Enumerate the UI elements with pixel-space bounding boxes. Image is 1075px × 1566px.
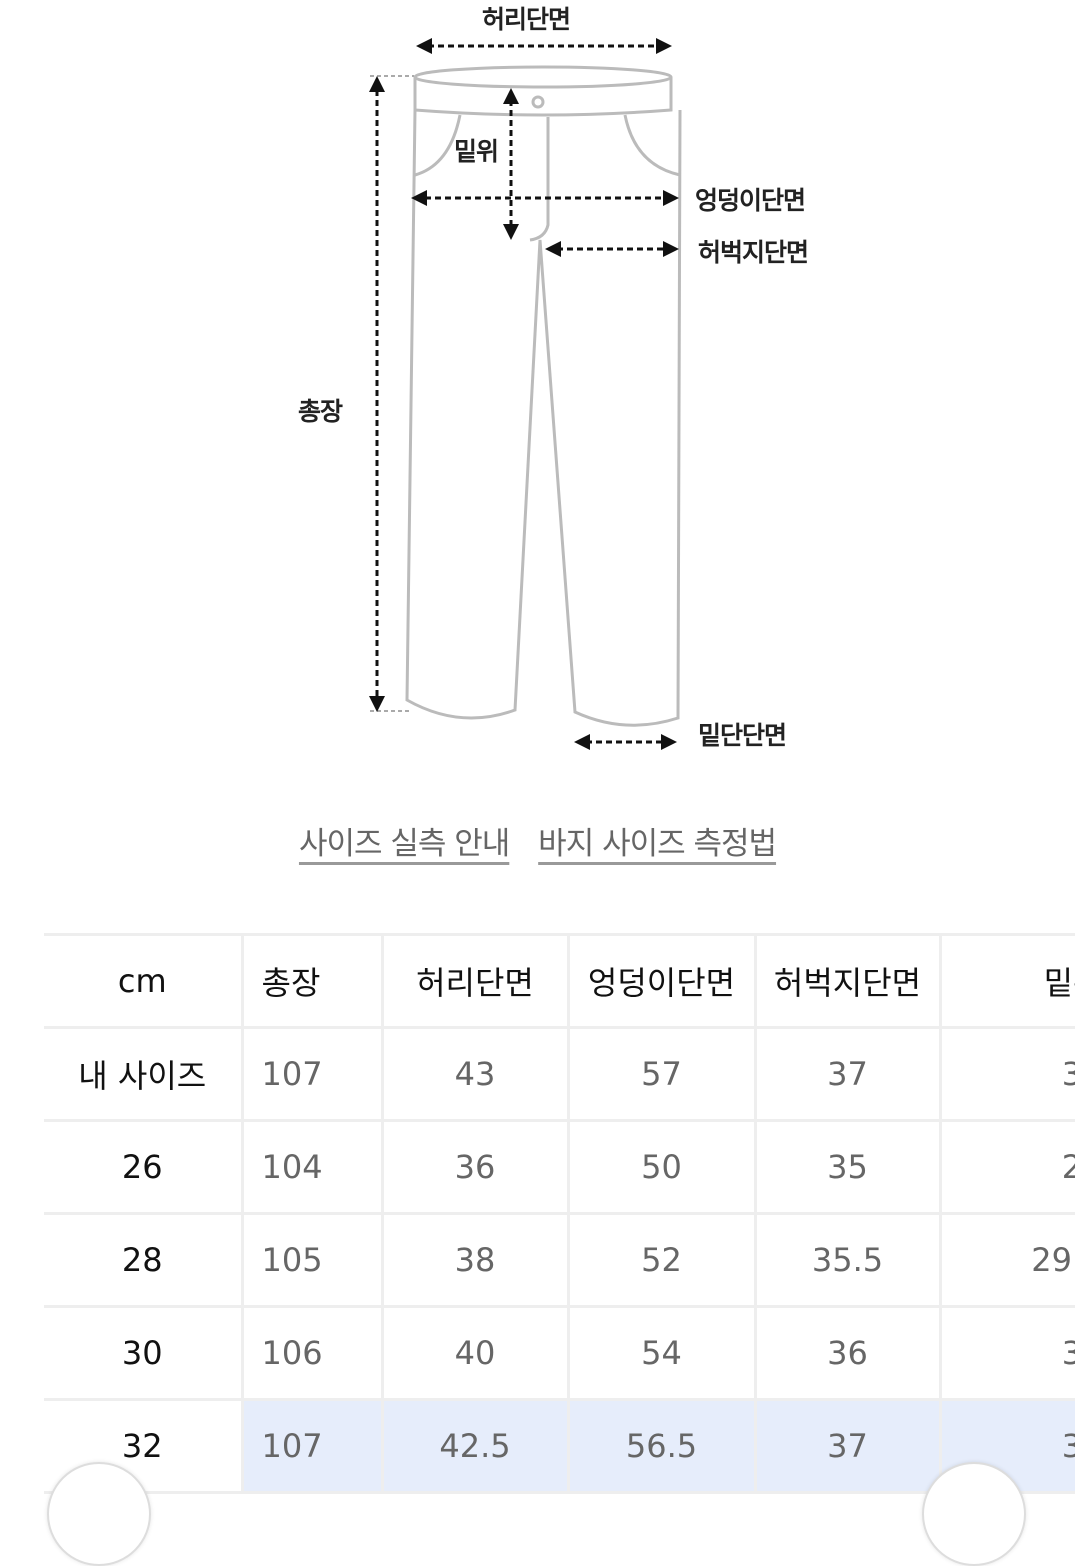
measure-method-link[interactable]: 바지 사이즈 측정법 (538, 826, 777, 862)
size-guide-link[interactable]: 사이즈 실측 안내 (298, 826, 510, 862)
table-row: 3010640543630 (44, 1305, 1075, 1401)
cell: 54 (566, 1305, 757, 1401)
header-waist: 허리단면 (380, 933, 570, 1029)
cell: 105 (240, 1212, 384, 1308)
table-row: 2610436503529 (44, 1119, 1075, 1215)
label-rise: 밑위 (454, 137, 499, 166)
floating-button-left[interactable] (47, 1462, 151, 1566)
size-table: cm 총장 허리단면 엉덩이단면 허벅지단면 밑위 내 사이즈107435737… (44, 933, 1075, 1494)
header-cm: cm (44, 933, 244, 1029)
label-length: 총장 (298, 397, 343, 426)
header-hip: 엉덩이단면 (566, 933, 757, 1029)
cell: 57 (566, 1026, 757, 1122)
cell: 35.5 (753, 1212, 942, 1308)
label-thigh: 허벅지단면 (698, 238, 809, 267)
label-hip: 엉덩이단면 (695, 186, 806, 215)
cell: 40 (380, 1305, 570, 1401)
cell: 56.5 (566, 1398, 757, 1494)
cell: 31 (938, 1026, 1075, 1122)
row-label: 26 (44, 1119, 244, 1215)
cell: 37 (753, 1398, 942, 1494)
cell: 38 (380, 1212, 570, 1308)
cell: 42.5 (380, 1398, 570, 1494)
guide-links: 사이즈 실측 안내 바지 사이즈 측정법 (0, 818, 1075, 863)
row-label: 28 (44, 1212, 244, 1308)
cell: 30 (938, 1305, 1075, 1401)
cell: 43 (380, 1026, 570, 1122)
row-label: 내 사이즈 (44, 1026, 244, 1122)
cell: 29 (938, 1119, 1075, 1215)
table-header-row: cm 총장 허리단면 엉덩이단면 허벅지단면 밑위 (44, 933, 1075, 1029)
cell: 104 (240, 1119, 384, 1215)
pants-size-diagram (369, 38, 682, 750)
header-rise: 밑위 (938, 933, 1075, 1029)
cell: 36 (753, 1305, 942, 1401)
cell: 106 (240, 1305, 384, 1401)
cell: 50 (566, 1119, 757, 1215)
cell: 37 (753, 1026, 942, 1122)
cell: 29.5 (938, 1212, 1075, 1308)
row-label: 30 (44, 1305, 244, 1401)
label-waist: 허리단면 (482, 5, 571, 34)
cell: 107 (240, 1398, 384, 1494)
cell: 35 (753, 1119, 942, 1215)
header-thigh: 허벅지단면 (753, 933, 942, 1029)
floating-button-right[interactable] (922, 1462, 1026, 1566)
header-length: 총장 (240, 933, 384, 1029)
label-hem: 밑단단면 (698, 721, 787, 750)
cell: 36 (380, 1119, 570, 1215)
cell: 107 (240, 1026, 384, 1122)
cell: 52 (566, 1212, 757, 1308)
table-row: 내 사이즈10743573731 (44, 1026, 1075, 1122)
